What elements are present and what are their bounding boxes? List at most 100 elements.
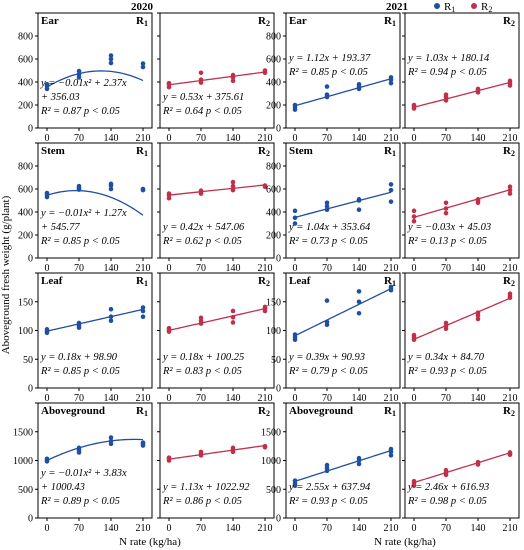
replicate-label: R2 bbox=[503, 15, 515, 28]
row-label: Aboveground bbox=[289, 405, 353, 417]
data-point bbox=[411, 102, 417, 108]
x-tick-label: 140 bbox=[226, 523, 241, 534]
data-point bbox=[507, 187, 513, 193]
y-tick-label: 0 bbox=[28, 514, 33, 525]
data-point bbox=[356, 310, 362, 316]
equation-line: y = 0.18x + 100.25 bbox=[162, 352, 244, 363]
panel-frame bbox=[285, 12, 401, 129]
data-point bbox=[108, 60, 114, 66]
data-point bbox=[356, 289, 362, 294]
data-point bbox=[230, 308, 236, 314]
x-tick-label: 210 bbox=[136, 523, 151, 534]
y-tick-label: 0 bbox=[28, 124, 33, 135]
fit-line bbox=[168, 444, 266, 460]
data-point bbox=[140, 61, 146, 66]
data-point bbox=[230, 320, 236, 325]
data-point bbox=[108, 435, 114, 440]
data-point bbox=[507, 450, 513, 455]
x-tick-label: 0 bbox=[45, 393, 50, 404]
fit-line bbox=[168, 71, 266, 86]
x-tick-label: 140 bbox=[352, 523, 367, 534]
panel-2021-row3-r2: 0 70 140 210 R2 y = 2.46x + 616.93 R² = 0.98 p… bbox=[402, 402, 520, 534]
x-tick-label: 70 bbox=[74, 133, 84, 144]
data-point bbox=[198, 188, 204, 194]
replicate-label: R2 bbox=[258, 405, 270, 418]
x-tick-label: 210 bbox=[503, 133, 518, 144]
r-squared: R² = 0.89 p < 0.05 bbox=[40, 496, 120, 507]
r-squared: R² = 0.85 p < 0.05 bbox=[288, 67, 368, 78]
y-tick-label: 0 bbox=[276, 124, 281, 135]
data-point bbox=[230, 445, 236, 451]
data-point bbox=[262, 68, 268, 73]
fit-line bbox=[294, 288, 392, 337]
replicate-label: R1 bbox=[384, 15, 396, 28]
equation-line: y = 0.39x + 90.93 bbox=[288, 352, 365, 363]
data-point bbox=[108, 438, 114, 444]
y-tick-label: 0 bbox=[276, 384, 281, 395]
y-tick-label: 50 bbox=[271, 355, 281, 366]
data-point bbox=[140, 186, 146, 192]
data-point bbox=[108, 306, 114, 312]
data-point bbox=[108, 314, 114, 320]
x-tick-label: 210 bbox=[136, 133, 151, 144]
data-point bbox=[166, 325, 172, 331]
data-point bbox=[262, 183, 268, 188]
data-point bbox=[140, 314, 146, 320]
data-point bbox=[356, 299, 362, 305]
data-point bbox=[198, 449, 204, 455]
y-tick-label: 0 bbox=[276, 514, 281, 525]
x-tick-label: 210 bbox=[503, 523, 518, 534]
x-tick-label: 70 bbox=[74, 523, 84, 534]
fit-line bbox=[413, 452, 511, 484]
r-squared: R² = 0.93 p < 0.05 bbox=[407, 366, 487, 377]
x-tick-label: 70 bbox=[322, 263, 332, 274]
data-point bbox=[108, 53, 114, 58]
x-axis-title-2020: N rate (kg/ha) bbox=[119, 536, 181, 548]
y-tick-label: 200 bbox=[18, 101, 33, 112]
x-tick-label: 210 bbox=[258, 523, 273, 534]
x-tick-label: 140 bbox=[352, 263, 367, 274]
y-tick-label: 800 bbox=[266, 162, 281, 173]
panel-frame bbox=[37, 142, 153, 259]
replicate-label: R1 bbox=[136, 405, 148, 418]
equation-line: y = −0.01x² + 1.27x bbox=[40, 208, 127, 219]
legend-marker-r2 bbox=[471, 3, 477, 9]
replicate-label: R1 bbox=[384, 145, 396, 158]
fit-line bbox=[294, 449, 392, 482]
data-point bbox=[324, 84, 330, 89]
r-squared: R² = 0.85 p < 0.05 bbox=[40, 236, 120, 247]
data-point bbox=[44, 82, 50, 87]
row-label: Ear bbox=[41, 15, 59, 27]
fit-line bbox=[413, 81, 511, 108]
row-label: Ear bbox=[289, 15, 307, 27]
panel-2020-stem-r1: 0 70 140 210 0 200 400 600 800 Stem R1 y = −0.01x² … bbox=[18, 142, 153, 274]
data-point bbox=[140, 305, 146, 310]
data-point bbox=[507, 191, 513, 196]
y-tick-label: 150 bbox=[266, 297, 281, 308]
data-point bbox=[230, 183, 236, 189]
data-point bbox=[230, 179, 236, 185]
data-point bbox=[443, 206, 449, 211]
fit-line bbox=[294, 191, 392, 218]
panel-2021-leaf-r1: 0 70 140 210 0 50 100 150 Leaf R1 y = 0.39x + 90.9… bbox=[266, 272, 401, 404]
data-point bbox=[324, 203, 330, 209]
r-squared: R² = 0.86 p < 0.05 bbox=[162, 496, 242, 507]
data-point bbox=[140, 64, 146, 70]
y-axis-title: Aboveground fresh weight (g/plant) bbox=[0, 195, 12, 354]
legend-label-r1: R1 bbox=[444, 1, 455, 14]
y-tick-label: 1500 bbox=[13, 427, 33, 438]
y-tick-label: 200 bbox=[266, 231, 281, 242]
panel-2021-row1-r2: 0 70 140 210 R2 y = −0.03x + 45.03 R² = 0.13 p… bbox=[402, 142, 520, 274]
y-tick-label: 600 bbox=[266, 185, 281, 196]
data-point bbox=[292, 221, 298, 226]
data-point bbox=[388, 80, 394, 86]
panel-frame bbox=[404, 12, 520, 129]
equation-line: y = 1.04x + 353.64 bbox=[288, 222, 371, 233]
y-tick-label: 50 bbox=[23, 355, 33, 366]
data-point bbox=[356, 207, 362, 212]
x-tick-label: 70 bbox=[322, 523, 332, 534]
y-tick-label: 1000 bbox=[261, 456, 281, 467]
y-tick-label: 400 bbox=[266, 78, 281, 89]
data-point bbox=[198, 77, 204, 82]
y-tick-label: 600 bbox=[266, 55, 281, 66]
